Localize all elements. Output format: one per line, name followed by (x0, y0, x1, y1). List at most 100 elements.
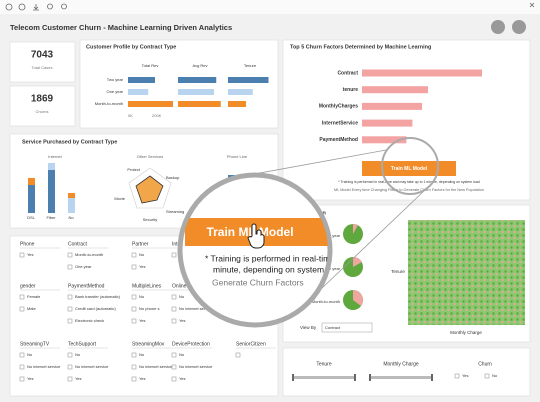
checkbox[interactable] (171, 294, 177, 300)
radar (128, 167, 172, 209)
filter-option: No internet service (75, 364, 109, 369)
checkbox[interactable] (454, 373, 460, 379)
kpi-value: 7043 (31, 50, 54, 61)
checkbox[interactable] (131, 306, 137, 312)
filter-option: Yes (27, 252, 34, 257)
filter-option: Month-to-month (75, 252, 103, 257)
checkbox[interactable] (171, 306, 177, 312)
kpi-label: Churns (36, 109, 49, 114)
filter-name: gender (20, 283, 36, 289)
filter-option: No (75, 352, 81, 357)
slider-track[interactable] (293, 376, 355, 379)
checkbox[interactable] (67, 352, 73, 358)
row-label: Month-to-month (95, 101, 123, 106)
magnifier (177, 172, 333, 328)
slider-handle[interactable] (354, 374, 356, 381)
slider-label: Churn (478, 361, 492, 367)
profile-bar (228, 89, 253, 95)
filter-name: DeviceProtection (172, 341, 210, 347)
filter-option: No (179, 352, 185, 357)
checkbox[interactable] (171, 364, 177, 370)
slider-handle[interactable] (369, 374, 371, 381)
slider-label: Tenure (316, 361, 332, 367)
factor-bar (362, 102, 422, 110)
profile-bar (178, 101, 221, 107)
factor-label: Contract (337, 70, 358, 76)
note-zoom: minute, depending on system load (213, 264, 343, 274)
checkbox[interactable] (171, 352, 177, 358)
avatar-icons[interactable] (491, 20, 526, 34)
hand-cursor (247, 223, 265, 249)
checkbox[interactable] (67, 264, 73, 270)
filter-option: No (27, 352, 33, 357)
filter-option: No (139, 294, 145, 299)
filter-option: Male (27, 306, 36, 311)
checkbox[interactable] (131, 364, 137, 370)
column-header: Total Rev (142, 63, 159, 68)
filter-name: PaymentMethod (68, 283, 105, 289)
checkbox[interactable] (171, 252, 177, 258)
axis-title: Monthly Charge (450, 330, 482, 335)
checkbox[interactable] (131, 318, 137, 324)
slider-track[interactable] (370, 376, 432, 379)
filter-option: Credit card (automatic) (75, 306, 116, 311)
checkbox[interactable] (67, 376, 73, 382)
view-by-label: View By (300, 325, 317, 330)
dashboard-title: Telecom Customer Churn - Machine Learnin… (10, 23, 232, 32)
checkbox[interactable] (67, 252, 73, 258)
checkbox[interactable] (19, 376, 25, 382)
slider-label: Monthly Charge (383, 361, 419, 367)
note: * Training is performed in real-time and… (338, 180, 479, 184)
checkbox[interactable] (19, 252, 25, 258)
checkbox[interactable] (19, 294, 25, 300)
checkbox[interactable] (67, 318, 73, 324)
factor-bar (362, 86, 428, 94)
factor-label: PaymentMethod (319, 137, 358, 143)
churn-option: No (492, 373, 498, 378)
profile-bar (228, 77, 269, 83)
factor-label: tenure (343, 87, 359, 93)
kpi-value: 1869 (31, 94, 54, 105)
panel-title: Service Purchased by Contract Type (22, 139, 117, 145)
view-by-dropdown[interactable] (321, 322, 373, 333)
column-header: Tenure (244, 63, 257, 68)
view-by-value: Contract (325, 325, 341, 330)
slider-handle[interactable] (431, 374, 433, 381)
filter-option: One year (75, 264, 92, 269)
checkbox[interactable] (131, 376, 137, 382)
checkbox[interactable] (19, 306, 25, 312)
factor-label: MonthlyCharges (319, 104, 358, 110)
panel-title: Customer Profile by Contract Type (86, 44, 176, 50)
filter-option: No internet service (139, 364, 173, 369)
filter-name: Contract (68, 241, 88, 247)
profile-bar (178, 77, 217, 83)
train-button-zoom-label: Train ML Model (206, 225, 293, 239)
checkbox[interactable] (19, 352, 25, 358)
checkbox[interactable] (67, 306, 73, 312)
checkbox[interactable] (484, 373, 490, 379)
slider-handle[interactable] (292, 374, 294, 381)
profile-bar (128, 77, 155, 83)
filter-option: Yes (139, 376, 146, 381)
filter-name: StreamingMov (132, 341, 165, 347)
filter-option: No (139, 352, 145, 357)
filter-option: Yes (179, 376, 186, 381)
checkbox[interactable] (171, 376, 177, 382)
row-label: One year (107, 89, 124, 94)
filter-option: Yes (179, 318, 186, 323)
radar-label: Protect (127, 167, 141, 172)
checkbox[interactable] (67, 364, 73, 370)
checkbox[interactable] (131, 352, 137, 358)
checkbox[interactable] (67, 294, 73, 300)
filter-name: TechSupport (68, 341, 97, 347)
checkbox[interactable] (171, 318, 177, 324)
checkbox[interactable] (131, 264, 137, 270)
checkbox[interactable] (131, 252, 137, 258)
toolbar-icons[interactable] (5, 2, 535, 11)
train-button[interactable] (362, 161, 456, 176)
checkbox[interactable] (131, 294, 137, 300)
checkbox[interactable] (235, 352, 241, 358)
scatter-plot (408, 220, 525, 325)
checkbox[interactable] (19, 364, 25, 370)
